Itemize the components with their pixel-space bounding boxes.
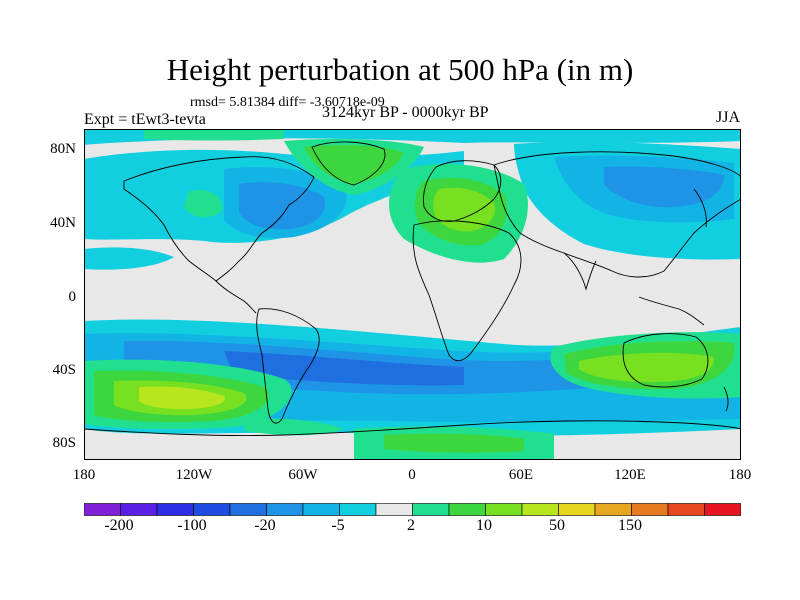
coastline [563, 252, 597, 291]
colorbar-swatch [704, 503, 741, 516]
x-tick-60w: 60W [288, 467, 318, 483]
colorbar-label-1: -200 [104, 517, 134, 534]
coastline [412, 220, 522, 362]
field-contour-patch [304, 145, 404, 184]
coastline [622, 333, 709, 388]
y-tick-40n: 40N [50, 215, 76, 231]
coastline [723, 386, 729, 412]
field-contour-patch [579, 352, 715, 383]
x-tick-180e: 180 [728, 467, 752, 483]
map-title: Height perturbation at 500 hPa (in m) [166, 52, 634, 87]
coastline [693, 188, 707, 228]
colorbar-label-6: 10 [476, 517, 492, 534]
y-tick-40s: 40S [52, 362, 76, 378]
field-contour-patch [224, 351, 464, 386]
stats-text: rmsd= 5.81384 diff= -3.60718e-09 [190, 95, 385, 110]
field-contour-patch [139, 386, 225, 410]
period-label: 3124kyr BP - 0000kyr BP [322, 104, 489, 121]
field-contour-patch [184, 189, 223, 218]
colorbar-swatch [156, 503, 194, 516]
x-tick-120w: 120W [175, 467, 213, 483]
colorbar-swatch [375, 503, 413, 516]
colorbar-label-5: 2 [407, 517, 415, 534]
field-contour-patch [244, 418, 344, 436]
colorbar-swatch [193, 503, 231, 516]
colorbar-label-3: -20 [254, 517, 276, 534]
coastline [423, 160, 502, 222]
coastline [638, 296, 705, 326]
field-contour-patch [384, 433, 524, 453]
x-tick-0: 0 [408, 467, 416, 483]
coastline [123, 156, 315, 282]
x-tick-60e: 60E [508, 467, 534, 483]
colorbar-swatch [412, 503, 450, 516]
colorbar-swatch [266, 503, 304, 516]
colorbar-swatch [667, 503, 705, 516]
colorbar-label-8: 150 [618, 517, 642, 534]
colorbar [84, 503, 741, 516]
colorbar-swatch [558, 503, 596, 516]
colorbar-swatch [448, 503, 486, 516]
season-label: JJA [716, 109, 741, 126]
colorbar-swatch [120, 503, 158, 516]
coastlines [84, 141, 741, 436]
y-tick-0: 0 [68, 289, 77, 305]
field-shading [84, 129, 741, 460]
field-contour-patch [144, 129, 284, 141]
colorbar-svg [84, 503, 741, 516]
experiment-label: Expt = tEwt3-tevta [84, 111, 206, 128]
coastline [311, 141, 386, 186]
map-plot [84, 129, 741, 460]
map-svg [84, 129, 741, 460]
coastline [84, 420, 741, 436]
coastline [493, 151, 741, 278]
plot-frame [84, 129, 741, 460]
x-tick-120e: 120E [614, 467, 646, 483]
y-tick-80s: 80S [52, 435, 76, 451]
colorbar-swatch [84, 503, 121, 516]
colorbar-label-4: -5 [331, 517, 345, 534]
field-contour-patch [84, 247, 174, 270]
coastline [215, 280, 257, 314]
colorbar-label-2: -100 [177, 517, 207, 534]
colorbar-swatch [302, 503, 340, 516]
colorbar-swatch [339, 503, 377, 516]
colorbar-swatch [229, 503, 267, 516]
colorbar-swatch [594, 503, 632, 516]
coastline [256, 308, 320, 424]
x-tick-180w: 180 [72, 467, 96, 483]
colorbar-swatch [631, 503, 669, 516]
colorbar-swatch [485, 503, 523, 516]
y-tick-80n: 80N [50, 141, 76, 157]
colorbar-label-7: 50 [549, 517, 565, 534]
field-contour-patch [604, 166, 724, 208]
colorbar-swatch [521, 503, 559, 516]
